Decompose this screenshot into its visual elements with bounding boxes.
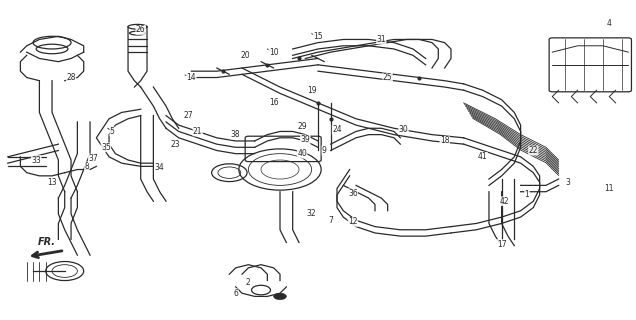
Text: 34: 34 <box>155 164 165 172</box>
Text: 13: 13 <box>47 178 57 187</box>
Text: 14: 14 <box>186 73 196 82</box>
Text: 41: 41 <box>478 152 487 161</box>
Text: 30: 30 <box>399 125 408 134</box>
Text: 19: 19 <box>307 86 317 95</box>
Text: 37: 37 <box>88 154 98 163</box>
Text: 5: 5 <box>110 127 114 136</box>
Text: 8: 8 <box>85 162 89 171</box>
Text: 39: 39 <box>300 135 310 144</box>
Text: 9: 9 <box>322 146 327 155</box>
Text: 1: 1 <box>525 190 529 199</box>
Text: 36: 36 <box>348 189 357 198</box>
Text: 23: 23 <box>170 140 181 148</box>
Text: 16: 16 <box>269 99 279 108</box>
Text: 7: 7 <box>328 216 333 225</box>
Text: 29: 29 <box>298 122 307 131</box>
Text: 17: 17 <box>497 240 506 249</box>
Text: 25: 25 <box>383 73 392 82</box>
Text: 18: 18 <box>440 136 450 146</box>
Text: 2: 2 <box>246 278 251 287</box>
Text: 27: 27 <box>183 111 193 120</box>
Text: 3: 3 <box>565 178 570 187</box>
Text: 20: 20 <box>240 51 250 60</box>
Text: 40: 40 <box>297 149 307 158</box>
Text: 35: 35 <box>101 143 111 152</box>
Text: 22: 22 <box>529 146 538 155</box>
Text: 33: 33 <box>31 156 41 164</box>
Text: 6: 6 <box>233 289 238 298</box>
Circle shape <box>273 293 286 300</box>
Text: 42: 42 <box>500 197 509 206</box>
Text: 24: 24 <box>332 125 342 134</box>
Text: 32: 32 <box>307 209 317 219</box>
Text: 21: 21 <box>193 127 202 136</box>
Text: 4: 4 <box>607 19 612 28</box>
Text: 11: 11 <box>605 184 614 193</box>
Text: 10: 10 <box>269 48 279 57</box>
Text: 31: 31 <box>377 35 386 44</box>
Text: 12: 12 <box>348 217 357 226</box>
Text: 28: 28 <box>66 73 76 82</box>
Text: 26: 26 <box>136 25 146 35</box>
Text: FR.: FR. <box>38 237 56 247</box>
Text: 38: 38 <box>231 130 240 139</box>
Text: 15: 15 <box>313 32 323 41</box>
